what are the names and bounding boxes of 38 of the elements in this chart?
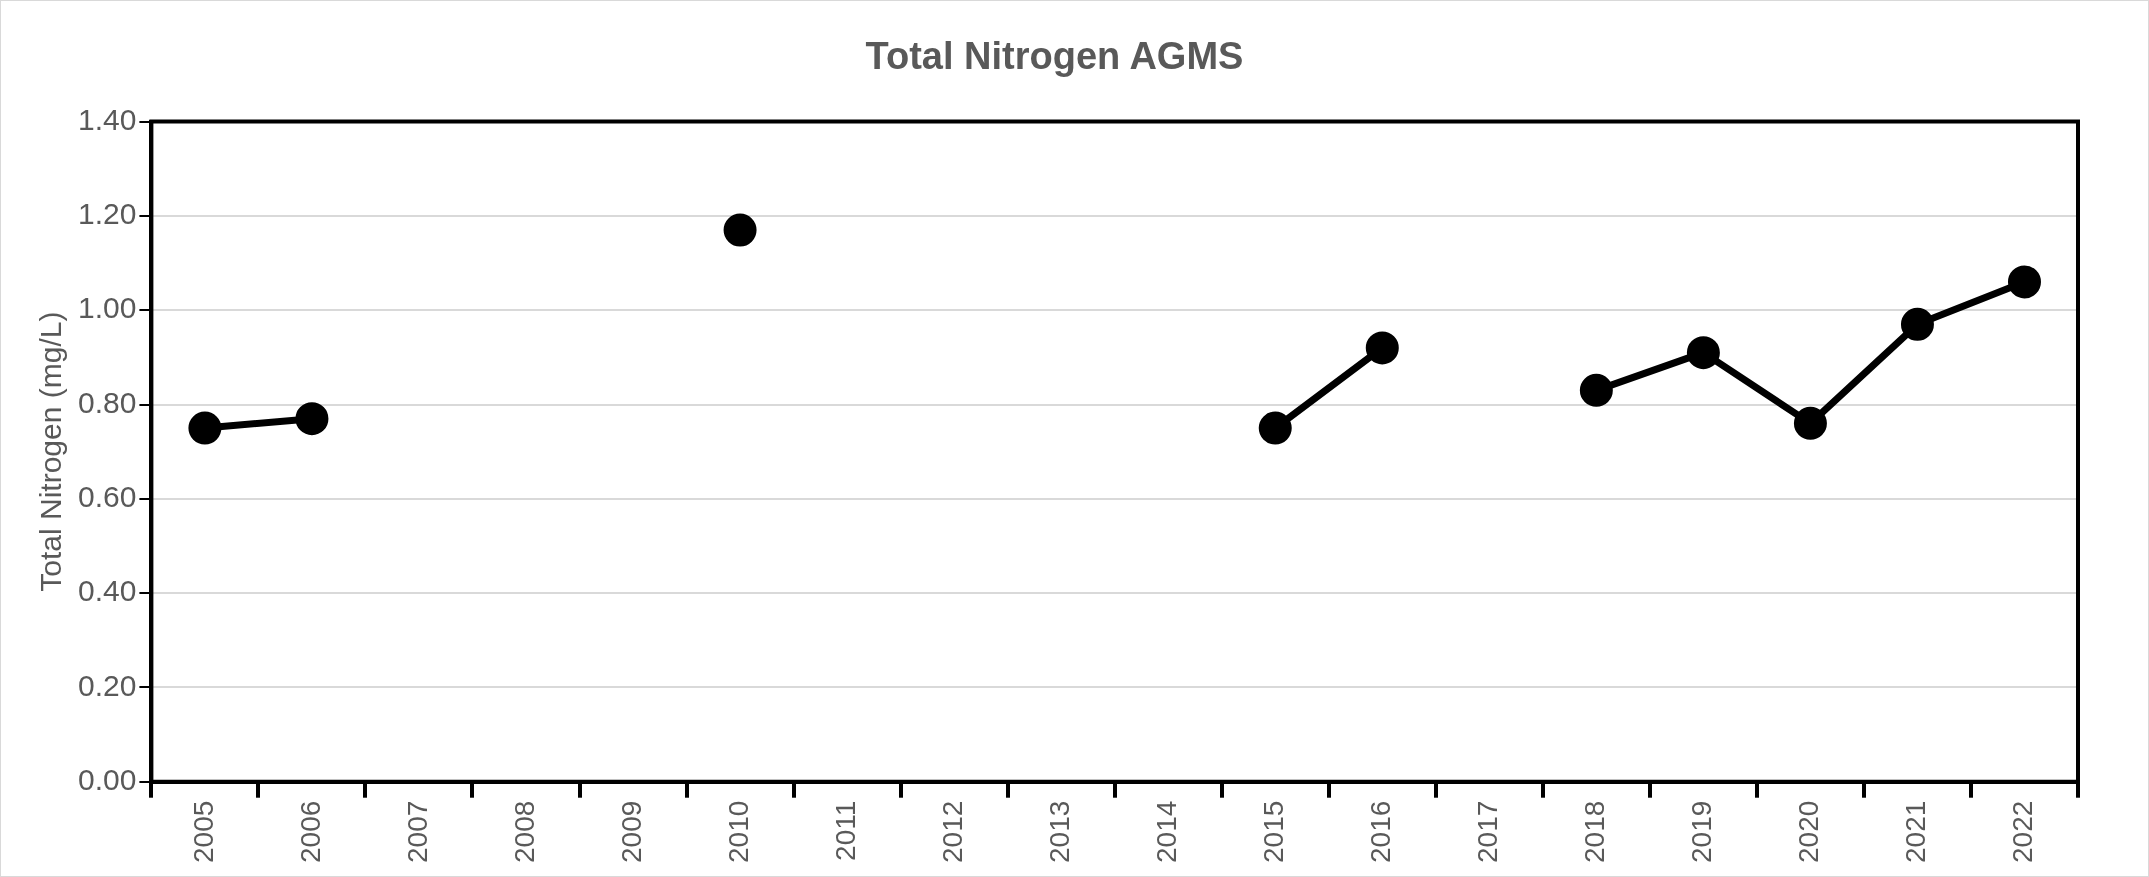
- y-tick-label: 1.00: [78, 291, 137, 325]
- y-tick-label: 0.60: [78, 480, 137, 514]
- x-tick-label: 2019: [1686, 800, 1718, 864]
- point: [1579, 373, 1613, 407]
- y-tick-label: 0.80: [78, 385, 137, 419]
- x-tick-label: 2014: [1150, 800, 1182, 864]
- point: [1365, 331, 1399, 365]
- x-tick-label: 2009: [615, 800, 647, 864]
- x-tick-label: 2015: [1257, 800, 1289, 864]
- point: [1900, 307, 1934, 341]
- point: [1686, 336, 1720, 370]
- x-tick-label: 2008: [508, 800, 540, 864]
- y-tick-label: 0.20: [78, 668, 137, 702]
- x-tick-label: 2011: [829, 800, 861, 861]
- x-tick-label: 2017: [1472, 800, 1504, 864]
- x-tick-label: 2010: [722, 800, 754, 864]
- point: [1258, 411, 1292, 445]
- x-tick-label: 2013: [1043, 800, 1075, 864]
- y-tick-label: 0.40: [78, 574, 137, 608]
- point: [295, 402, 329, 436]
- x-tick-label: 2021: [1900, 800, 1932, 864]
- x-tick-label: 2012: [936, 800, 968, 864]
- y-tick-label: 0.00: [78, 762, 137, 796]
- point: [1793, 406, 1827, 440]
- x-tick-label: 2022: [2007, 800, 2039, 864]
- y-tick-label: 1.40: [78, 102, 137, 136]
- x-tick-label: 2006: [294, 800, 326, 864]
- x-tick-label: 2018: [1579, 800, 1611, 864]
- point: [723, 213, 757, 247]
- x-tick-label: 2005: [187, 800, 219, 864]
- point: [188, 411, 222, 445]
- chart-title: Total Nitrogen AGMS: [865, 35, 1244, 78]
- x-tick-label: 2016: [1365, 800, 1396, 864]
- point: [2007, 265, 2041, 299]
- x-tick-label: 2020: [1793, 800, 1825, 864]
- x-tick-label: 2007: [401, 800, 433, 864]
- y-tick-label: 1.20: [78, 197, 137, 231]
- y-axis-title: Total Nitrogen (mg/L): [34, 311, 68, 592]
